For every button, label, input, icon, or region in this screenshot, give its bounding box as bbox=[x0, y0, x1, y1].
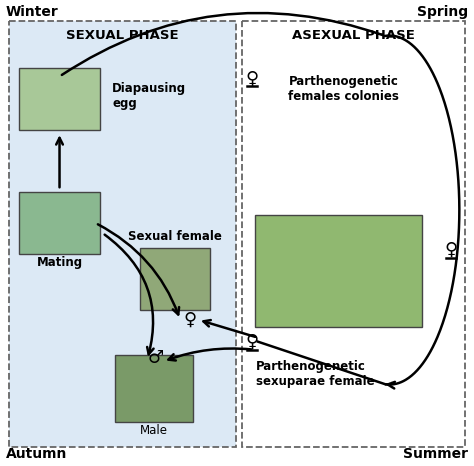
Bar bbox=[242, 21, 465, 447]
Text: ♀: ♀ bbox=[246, 69, 258, 88]
Text: ♀: ♀ bbox=[445, 241, 458, 259]
Bar bbox=[140, 248, 210, 310]
Text: Autumn: Autumn bbox=[6, 447, 67, 461]
Text: SEXUAL PHASE: SEXUAL PHASE bbox=[66, 28, 179, 41]
Text: Parthenogenetic
females colonies: Parthenogenetic females colonies bbox=[288, 75, 399, 103]
Text: Parthenogenetic
sexuparae female: Parthenogenetic sexuparae female bbox=[256, 360, 374, 388]
Text: ♀: ♀ bbox=[246, 333, 258, 351]
Text: Winter: Winter bbox=[6, 5, 58, 19]
Text: ♀: ♀ bbox=[183, 311, 197, 329]
Bar bbox=[9, 21, 236, 447]
Bar bbox=[18, 69, 100, 130]
Text: Spring: Spring bbox=[417, 5, 468, 19]
Text: Diapausing
egg: Diapausing egg bbox=[112, 82, 186, 110]
Text: ASEXUAL PHASE: ASEXUAL PHASE bbox=[292, 28, 415, 41]
Text: Summer: Summer bbox=[403, 447, 468, 461]
Text: Sexual female: Sexual female bbox=[128, 230, 222, 243]
Bar bbox=[255, 215, 422, 327]
Text: Male: Male bbox=[140, 425, 168, 438]
Text: ♂: ♂ bbox=[147, 349, 164, 367]
Text: Mating: Mating bbox=[36, 256, 82, 269]
Bar bbox=[115, 355, 193, 423]
Bar bbox=[18, 192, 100, 254]
